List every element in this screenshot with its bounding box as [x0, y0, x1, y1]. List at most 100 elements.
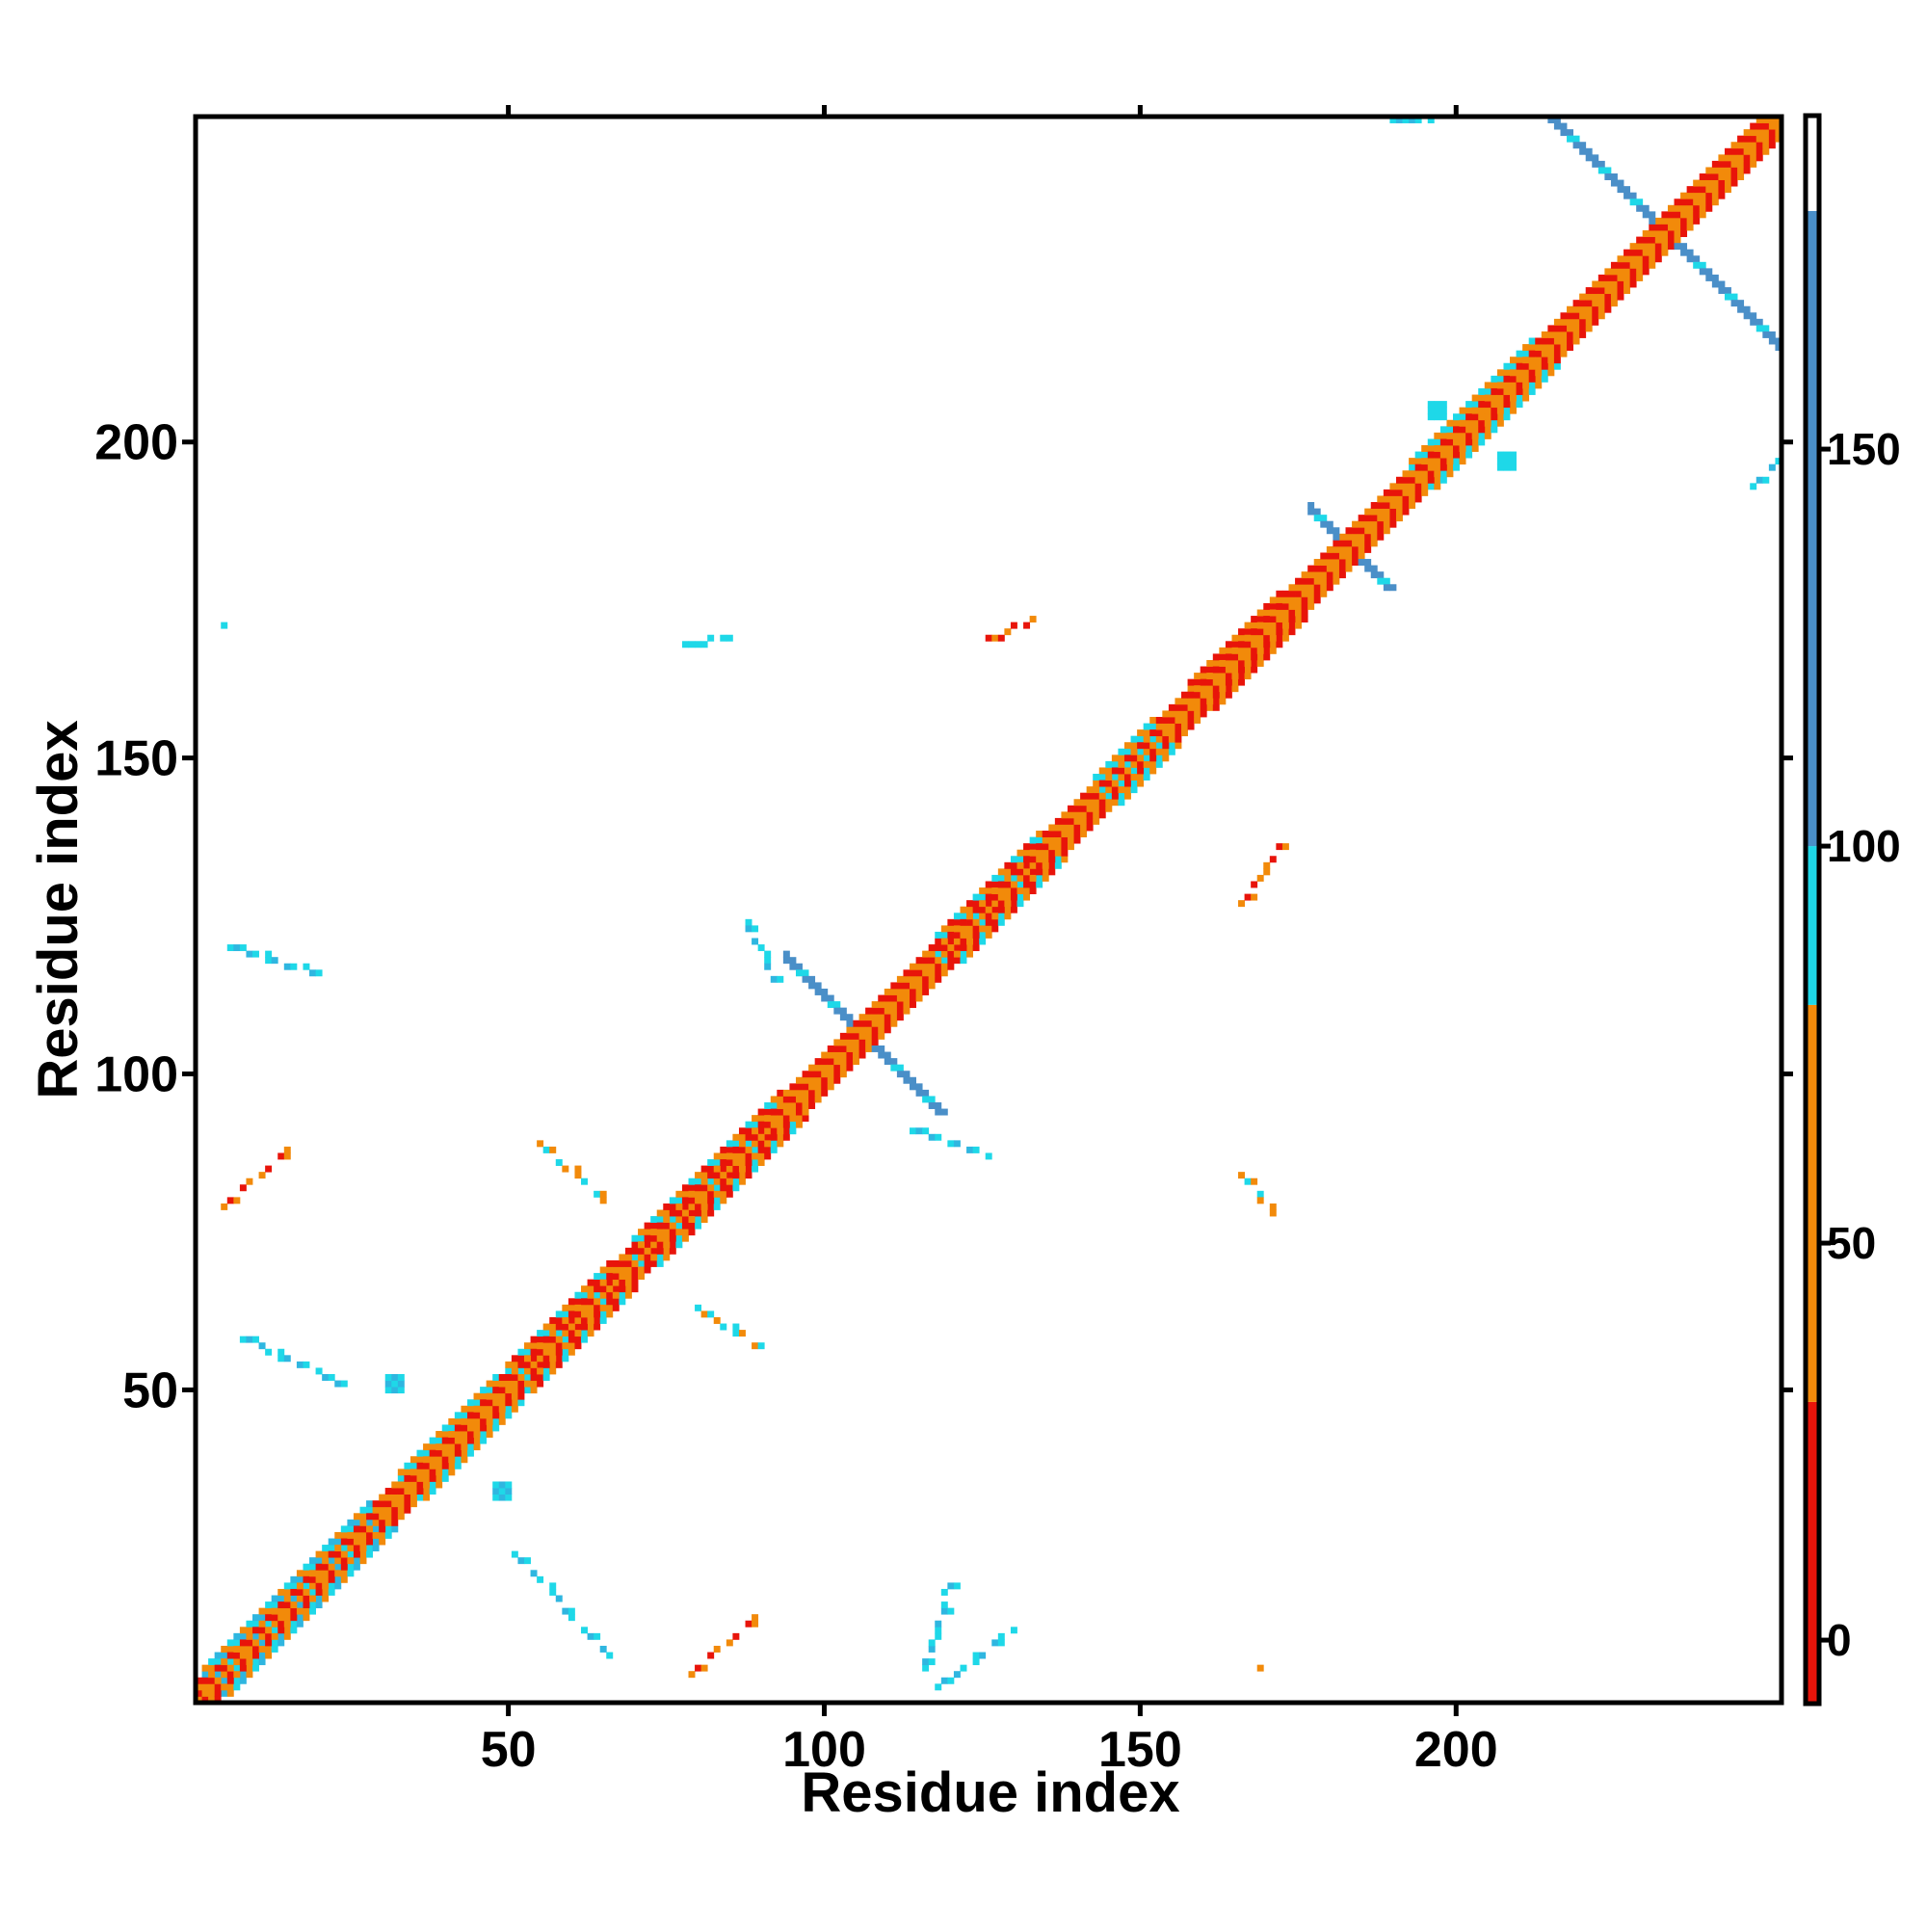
heatmap-cell: [448, 1443, 456, 1451]
heatmap-cell: [1604, 287, 1612, 295]
heatmap-cell: [695, 1172, 702, 1179]
heatmap-cell: [1036, 868, 1043, 876]
heatmap-cell: [1301, 596, 1308, 604]
heatmap-cell: [1307, 565, 1315, 572]
heatmap-cell: [1541, 331, 1548, 338]
heatmap-cell: [372, 1538, 380, 1546]
heatmap-cell: [530, 1336, 538, 1343]
heatmap-cell: [239, 1652, 247, 1659]
heatmap-cell: [903, 969, 911, 977]
heatmap-cell: [1168, 723, 1175, 730]
heatmap-cell: [549, 1323, 557, 1331]
heatmap-cell: [303, 963, 310, 970]
heatmap-cell: [265, 1348, 273, 1356]
heatmap-cell: [372, 1525, 380, 1533]
heatmap-cell: [277, 1639, 285, 1647]
plot-frame: [193, 114, 1784, 1706]
heatmap-cell: [555, 1336, 563, 1343]
heatmap-cell: [979, 893, 987, 901]
heatmap-cell: [1750, 135, 1757, 143]
heatmap-cell: [296, 1570, 304, 1577]
heatmap-cell: [1560, 312, 1568, 320]
heatmap-cell: [738, 1165, 746, 1173]
heatmap-cell: [1446, 445, 1454, 452]
heatmap-cell: [1281, 634, 1289, 642]
heatmap-cell: [322, 1545, 330, 1552]
heatmap-cell: [1560, 129, 1568, 137]
heatmap-cell: [631, 1247, 639, 1255]
heatmap-cell: [1503, 413, 1511, 421]
heatmap-cell: [663, 1254, 671, 1261]
heatmap-cell: [1409, 117, 1416, 123]
heatmap-cell: [940, 969, 948, 977]
heatmap-cell: [1667, 211, 1675, 219]
heatmap-cell: [979, 931, 987, 939]
heatmap-cell: [1370, 565, 1378, 572]
heatmap-cell: [599, 1310, 607, 1318]
heatmap-cell: [947, 950, 955, 958]
heatmap-cell: [953, 925, 961, 933]
heatmap-cell: [1699, 268, 1706, 276]
heatmap-cell: [1130, 735, 1138, 743]
heatmap-cell: [517, 1367, 525, 1375]
heatmap-cell: [555, 1348, 563, 1356]
heatmap-cell: [700, 1178, 708, 1185]
heatmap-cell: [1762, 325, 1770, 332]
heatmap-cell: [624, 1254, 632, 1261]
heatmap-cell: [1567, 305, 1573, 313]
heatmap-cell: [1597, 274, 1605, 281]
heatmap-cell: [226, 1197, 234, 1204]
heatmap-cell: [1269, 596, 1277, 604]
heatmap-cell: [663, 1222, 671, 1230]
heatmap-cell: [606, 1266, 614, 1274]
heatmap-cell: [802, 1076, 809, 1084]
heatmap-cell: [1225, 691, 1232, 699]
heatmap-cell: [732, 1178, 740, 1185]
heatmap-cell: [991, 634, 999, 642]
heatmap-cell: [770, 1146, 778, 1153]
heatmap-cell: [1016, 881, 1024, 888]
heatmap-cell: [366, 1525, 374, 1533]
heatmap-cell: [928, 1133, 936, 1141]
heatmap-cell: [884, 1051, 891, 1059]
heatmap-cell: [726, 1172, 733, 1179]
heatmap-cell: [1105, 767, 1113, 775]
heatmap-cell: [328, 1570, 335, 1577]
heatmap-cell: [1421, 451, 1429, 459]
heatmap-cell: [436, 1456, 443, 1464]
heatmap-cell: [1453, 451, 1460, 459]
heatmap-cell: [258, 1645, 266, 1653]
heatmap-cell: [997, 1632, 1005, 1640]
heatmap-cell: [827, 1051, 834, 1059]
heatmap-cell: [196, 1677, 202, 1684]
heatmap-cell: [226, 1683, 234, 1691]
heatmap-cell: [303, 1607, 310, 1615]
heatmap-cell: [246, 1645, 253, 1653]
heatmap-cell: [1636, 243, 1644, 251]
heatmap-cell: [1597, 305, 1605, 313]
heatmap-cell: [777, 975, 784, 983]
heatmap-cell: [1358, 520, 1365, 528]
heatmap-cell: [1042, 861, 1049, 869]
heatmap-cell: [397, 1494, 405, 1501]
heatmap-cell: [1080, 824, 1088, 832]
heatmap-cell: [473, 1443, 481, 1451]
heatmap-cell: [1238, 678, 1245, 686]
heatmap-cell: [827, 1064, 834, 1072]
heatmap-cell: [1288, 590, 1296, 597]
heatmap-cell: [1755, 476, 1763, 484]
heatmap-cell: [1073, 836, 1081, 844]
heatmap-cell: [878, 1014, 885, 1021]
heatmap-cell: [1098, 786, 1106, 794]
heatmap-cell: [1010, 868, 1017, 876]
heatmap-cell: [555, 1159, 563, 1166]
heatmap-cell: [777, 1108, 784, 1116]
heatmap-cell: [745, 925, 752, 933]
heatmap-cell: [966, 906, 974, 913]
heatmap-cell: [315, 1595, 323, 1602]
heatmap-cell: [454, 1437, 462, 1444]
heatmap-cell: [1281, 616, 1289, 623]
heatmap-cell: [940, 1588, 948, 1596]
heatmap-cell: [1276, 602, 1283, 610]
heatmap-cell: [656, 1229, 664, 1236]
